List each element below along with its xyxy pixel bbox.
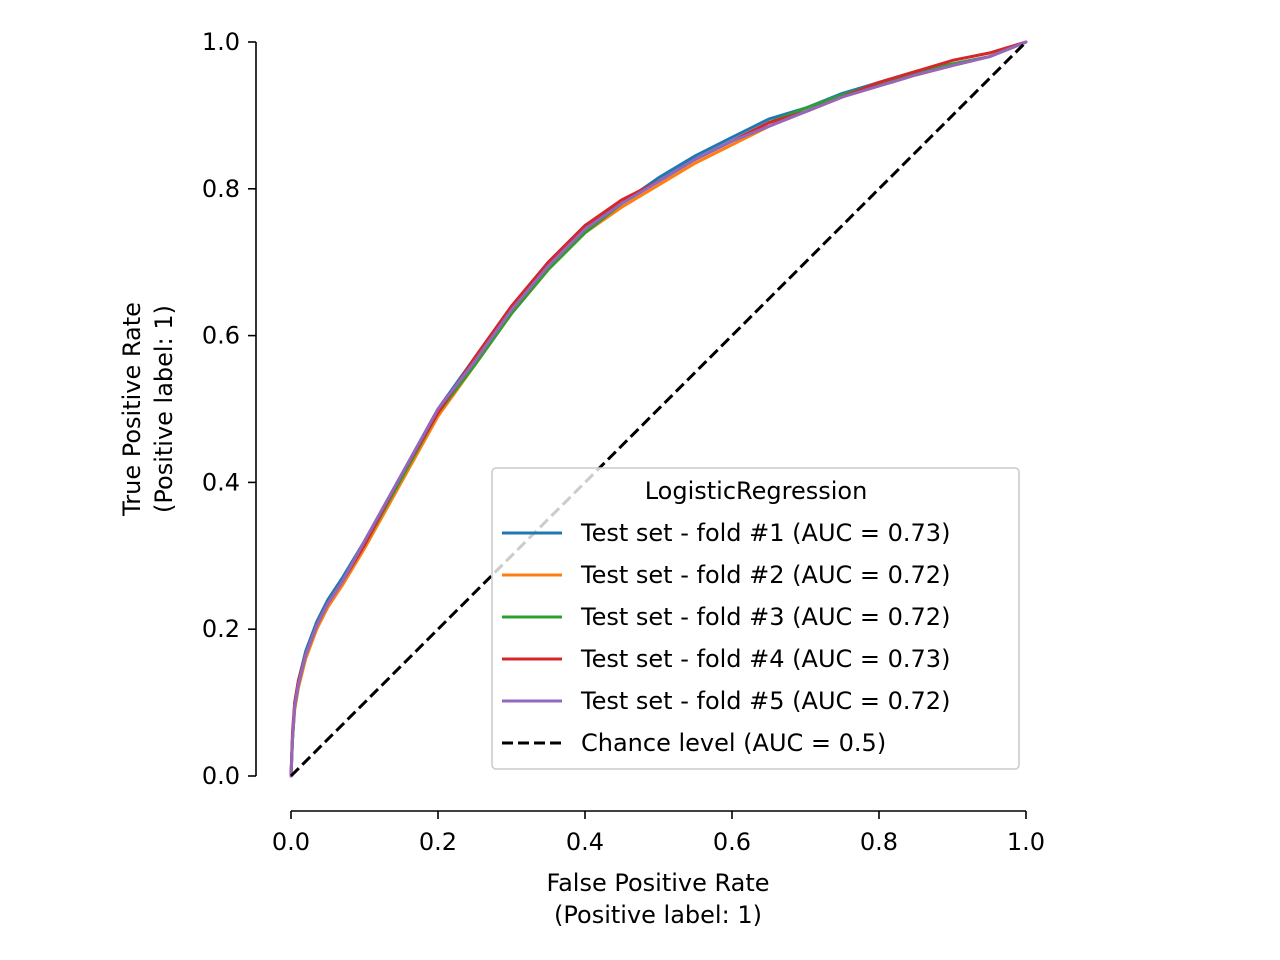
legend-title: LogisticRegression [645,477,868,505]
legend-label: Test set - fold #2 (AUC = 0.72) [580,561,950,589]
y-tick-label: 1.0 [202,28,240,56]
x-axis-title: False Positive Rate (Positive label: 1) [546,869,769,929]
legend-label: Test set - fold #4 (AUC = 0.73) [580,645,950,673]
legend: LogisticRegression Test set - fold #1 (A… [491,467,1020,770]
x-axis-label-line1: False Positive Rate [546,869,769,897]
legend-label: Test set - fold #1 (AUC = 0.73) [580,519,950,547]
x-tick-label: 1.0 [1007,828,1045,856]
x-tick-label: 0.2 [419,828,457,856]
y-tick-label: 0.6 [202,322,240,350]
legend-box [491,467,1020,770]
legend-label: Chance level (AUC = 0.5) [581,729,886,757]
x-tick-label: 0.0 [272,828,310,856]
x-axis-ticks: 0.0 0.2 0.4 0.6 0.8 1.0 [272,811,1045,856]
legend-label: Test set - fold #3 (AUC = 0.72) [580,603,950,631]
x-tick-label: 0.8 [860,828,898,856]
series-layer [289,40,1028,778]
y-tick-label: 0.4 [202,468,240,496]
axes: 0.0 0.2 0.4 0.6 0.8 1.0 0.0 0.2 0.4 0.6 0.8 1.0 [202,28,1045,856]
x-tick-label: 0.6 [713,828,751,856]
y-tick-label: 0.8 [202,175,240,203]
y-axis-title: True Positive Rate (Positive label: 1) [118,302,178,517]
y-axis-ticks: 0.0 0.2 0.4 0.6 0.8 1.0 [202,28,256,790]
series-line-5 [289,40,1028,778]
y-tick-label: 0.0 [202,762,240,790]
x-tick-label: 0.4 [566,828,604,856]
series-line-6 [289,40,1028,778]
y-tick-label: 0.2 [202,615,240,643]
legend-items: Test set - fold #1 (AUC = 0.73) Test set … [502,519,950,757]
legend-label: Test set - fold #5 (AUC = 0.72) [580,687,950,715]
x-axis-label-line2: (Positive label: 1) [554,901,762,929]
y-axis-label-line1: True Positive Rate [118,302,146,517]
y-axis-label-line2: (Positive label: 1) [150,305,178,513]
